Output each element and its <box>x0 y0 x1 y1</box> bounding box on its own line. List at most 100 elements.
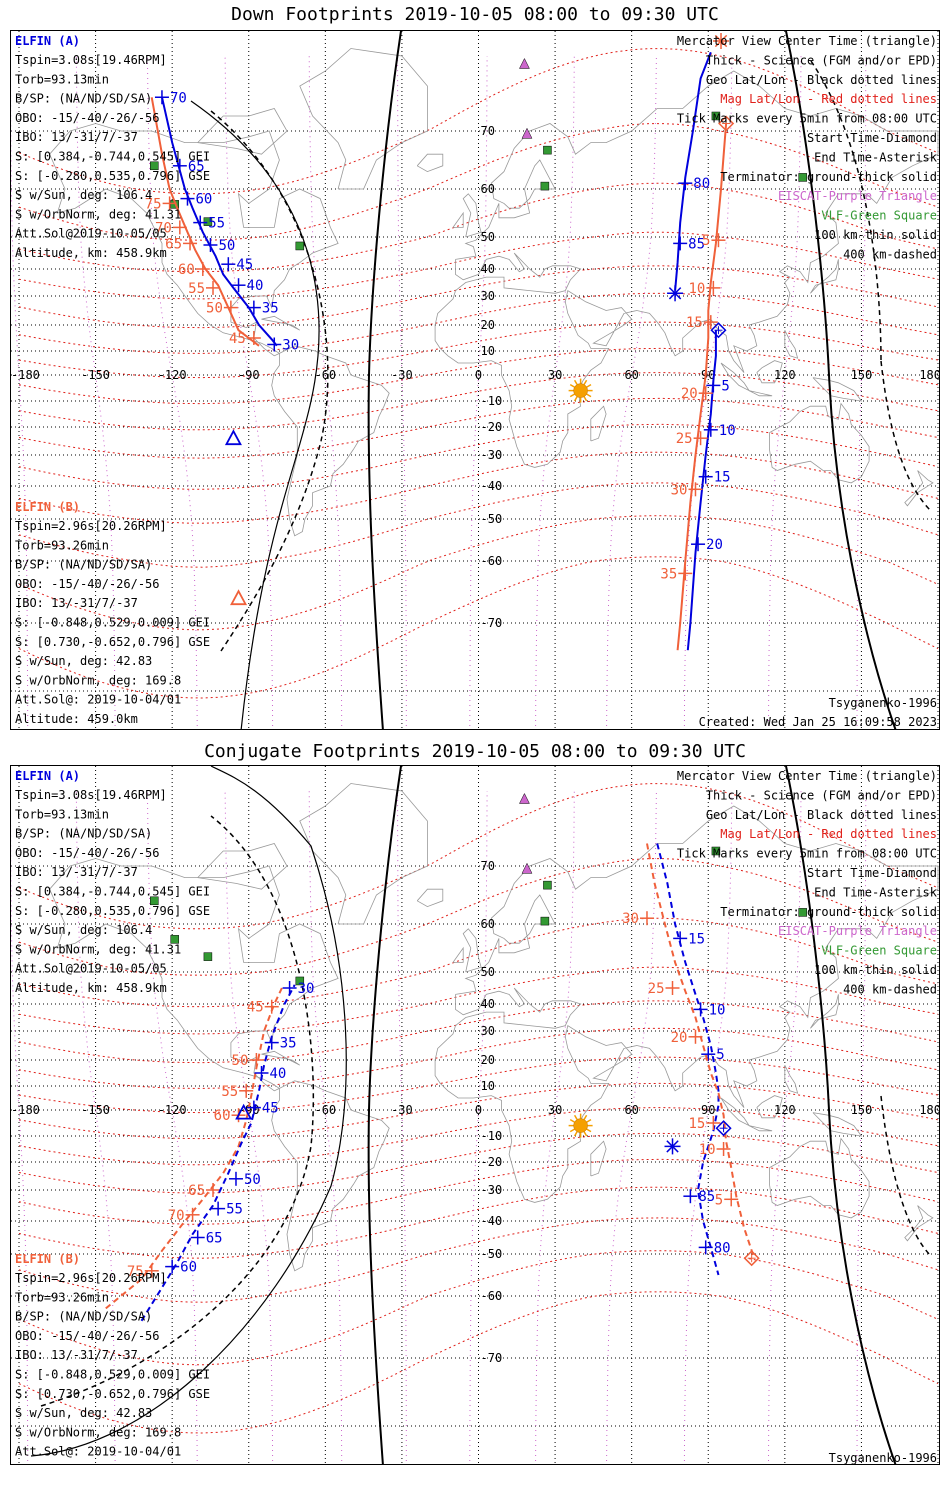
lon-label: 180 <box>919 1103 940 1117</box>
mag-meridian <box>856 55 867 727</box>
sat-b-info-line: S: [0.730,-0.652,0.796] GSE <box>15 635 210 649</box>
sat-a-track-tick-label: 55 <box>208 216 225 232</box>
sat-b-info-line: S: [-0.848,0.529,0.009] GEI <box>15 616 210 630</box>
coastline <box>452 211 464 228</box>
sat-b-info-line: S: [-0.848,0.529,0.009] GEI <box>15 1368 210 1382</box>
vlf-square <box>798 173 807 182</box>
eiscat-triangle <box>521 127 533 139</box>
mag-parallel <box>18 482 939 568</box>
sat-a-info-line: S: [-0.280,0.535,0.796] GSE <box>15 904 210 918</box>
sat-b-track-tick-label: 25 <box>648 981 665 997</box>
sat-b-info-line: OBO: -15/-40/-26/-56 <box>15 1329 160 1343</box>
vlf-square <box>540 916 550 926</box>
vlf-square <box>295 976 305 986</box>
sat-a-info-line: Att.Sol@2019-10-05/05 <box>15 962 167 976</box>
sat-b-info-line: S w/OrbNorm, deg: 169.8 <box>15 1425 181 1439</box>
vlf-square <box>170 935 179 944</box>
legend-item: Mercator View Center Time (triangle) <box>677 34 937 48</box>
sat-b-info-line: B/SP: (NA/ND/SD/SA) <box>15 1310 152 1324</box>
down-footprints-title: Down Footprints 2019-10-05 08:00 to 09:3… <box>231 4 719 25</box>
footprint-100km-line <box>30 766 347 1457</box>
legend-item: End Time-Asterisk <box>814 150 938 164</box>
sat-b-info-line: Att.Sol@: 2019-10-04/01 <box>15 1445 181 1459</box>
mag-parallel <box>18 858 939 976</box>
sat-a-label: ELFIN (A) <box>15 769 80 783</box>
legend-item: Mag Lat/Lon - Red dotted lines <box>720 827 937 841</box>
mag-meridian <box>397 56 407 726</box>
sat-a-end-asterisk <box>668 287 682 300</box>
legend-item: Thick - Science (FGM and/or EPD) <box>706 788 937 802</box>
lon-label: -120 <box>158 1103 187 1117</box>
mag-parallel <box>18 1107 939 1166</box>
legend-item: Mag Lat/Lon - Red dotted lines <box>720 92 937 106</box>
legend-item: Start Time-Diamond <box>807 131 937 145</box>
sat-b-info-line: S w/Sun, deg: 42.83 <box>15 654 152 668</box>
model-label: Tsyganenko-1996 <box>829 696 937 710</box>
lon-label: -120 <box>158 368 187 382</box>
mag-meridian <box>606 790 657 1462</box>
sat-b-track-tick-label: 65 <box>165 236 182 252</box>
sun-icon <box>568 1113 593 1138</box>
footprint-400km-line <box>210 110 329 652</box>
lat-label: -10 <box>481 1129 503 1143</box>
coastline <box>261 315 301 331</box>
vlf-square <box>540 181 550 191</box>
coastline <box>299 48 428 190</box>
coastline <box>748 390 773 397</box>
mag-parallel <box>18 515 939 631</box>
sat-b-track-tick-label: 15 <box>686 315 703 331</box>
coastline <box>590 1140 607 1177</box>
coastline <box>271 1080 390 1272</box>
mag-meridian <box>75 55 116 727</box>
coastline <box>769 402 870 484</box>
sat-a-info-line: Tspin=3.08s[19.46RPM] <box>15 53 167 67</box>
legend-item: 100 km-thin solid <box>814 963 937 977</box>
legend-item: Thick - Science (FGM and/or EPD) <box>706 53 937 67</box>
sat-a-start-diamond <box>715 1120 732 1137</box>
mag-parallel <box>18 451 939 524</box>
mag-parallel <box>18 556 939 699</box>
eiscat-triangle <box>521 862 533 874</box>
lat-label: 50 <box>481 965 495 979</box>
legend-item: VLF-Green Square <box>821 944 937 958</box>
sat-b-track-tick-label: 55 <box>221 1084 238 1100</box>
sat-b-track-tick-label: 30 <box>671 482 688 498</box>
lat-label: 30 <box>481 289 495 303</box>
sat-a-info-line: S w/Sun, deg: 106.4 <box>15 188 152 202</box>
lon-label: -180 <box>11 1103 40 1117</box>
mag-parallel <box>18 1217 939 1303</box>
sat-a-track-tick-label: 55 <box>226 1202 243 1218</box>
coastline <box>299 783 428 925</box>
mag-parallel <box>18 423 939 490</box>
mag-meridian <box>224 55 274 727</box>
coastline <box>810 994 839 1029</box>
coastline <box>416 888 444 908</box>
sat-a-track-tick-label: 30 <box>298 981 315 997</box>
coastline <box>784 1065 799 1094</box>
lon-label: 0 <box>475 1103 482 1117</box>
mag-parallel <box>18 182 939 273</box>
sat-a-track-tick-label: 60 <box>180 1260 197 1276</box>
vlf-square <box>295 241 305 251</box>
legend-item: 400 km-dashed <box>843 247 937 261</box>
lat-label: -60 <box>481 554 503 568</box>
sat-a-info-line: OBO: -15/-40/-26/-56 <box>15 111 160 125</box>
sat-b-info-line: B/SP: (NA/ND/SD/SA) <box>15 558 152 572</box>
lon-label: 60 <box>624 1103 638 1117</box>
legend-item: VLF-Green Square <box>821 209 937 223</box>
lat-label: 10 <box>481 1079 495 1093</box>
conjugate-footprints-svg: -180 -150 -120 -90 -60 -30 0 30 60 90 120 150 180706… <box>11 766 940 1464</box>
lat-label: 40 <box>481 997 495 1011</box>
coastline <box>261 1050 301 1066</box>
sat-b-track-tick-label: 20 <box>671 1030 688 1046</box>
sat-a-end-asterisk <box>666 1140 679 1153</box>
coastline <box>904 1205 934 1242</box>
lat-label: -70 <box>481 1351 503 1365</box>
conjugate-footprints-map: -180 -150 -120 -90 -60 -30 0 30 60 90 120 150 180 70 6… <box>10 765 940 1465</box>
sat-b-track-tick-label: 50 <box>206 301 223 317</box>
terminator-east <box>785 766 897 1464</box>
mag-meridian <box>308 55 343 727</box>
mag-parallel <box>18 1250 939 1366</box>
sat-a-track-tick-label: 85 <box>688 236 705 252</box>
sat-b-center-triangle <box>230 589 248 606</box>
